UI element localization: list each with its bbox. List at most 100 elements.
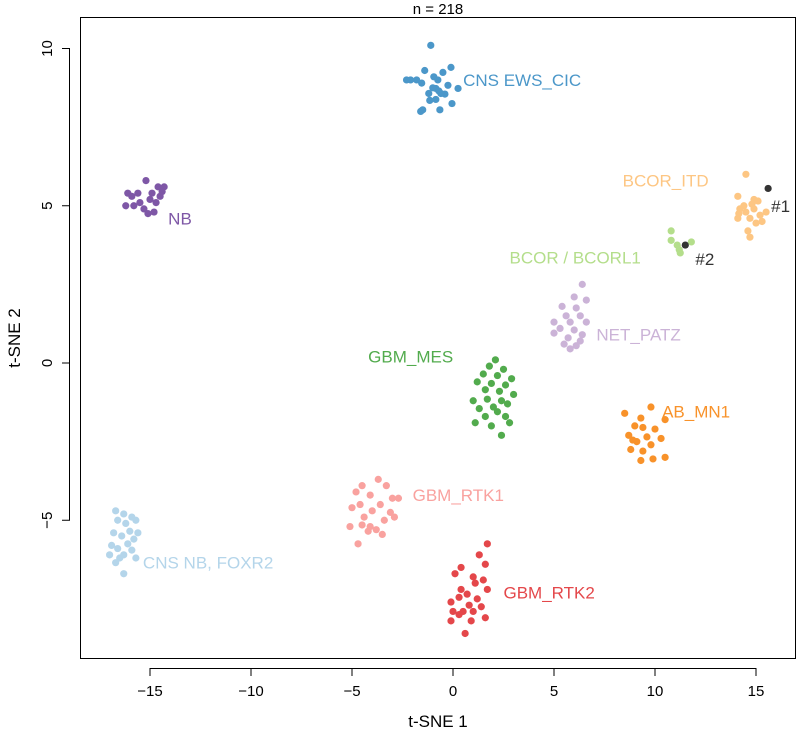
- x-tick-label: −10: [238, 683, 263, 700]
- data-point: [625, 431, 633, 439]
- data-point: [627, 445, 635, 454]
- data-point: [572, 342, 580, 350]
- data-point: [435, 87, 443, 95]
- data-point: [667, 227, 675, 235]
- data-point: [481, 560, 489, 568]
- data-point: [454, 84, 462, 93]
- data-point: [358, 521, 366, 529]
- data-point: [429, 84, 437, 92]
- data-point: [360, 513, 368, 521]
- data-point: [112, 559, 120, 567]
- data-point: [419, 106, 427, 114]
- data-point: [128, 546, 136, 554]
- data-point: [469, 573, 477, 581]
- data-point: [444, 81, 452, 89]
- data-point: [120, 510, 128, 518]
- cluster-label: AB_MN1: [662, 403, 730, 422]
- data-point: [116, 554, 124, 562]
- data-point: [134, 529, 142, 537]
- data-point: [507, 375, 516, 383]
- data-point: [386, 508, 394, 516]
- cluster-label: GBM_RTK1: [413, 486, 504, 505]
- data-point: [469, 397, 477, 405]
- data-point: [457, 585, 465, 594]
- data-point: [112, 507, 120, 515]
- data-point: [764, 184, 772, 193]
- data-point: [364, 527, 372, 535]
- cluster-bcor-itd: [734, 170, 770, 241]
- cluster-label: BCOR_ITD: [623, 172, 709, 191]
- data-point: [487, 379, 495, 388]
- y-axis-label: t-SNE 2: [5, 308, 24, 368]
- data-point: [463, 590, 471, 598]
- data-point: [449, 607, 457, 616]
- data-point: [566, 345, 574, 353]
- data-point: [372, 526, 380, 534]
- data-point: [130, 202, 138, 210]
- data-point: [366, 491, 374, 499]
- data-point: [346, 522, 354, 531]
- data-point: [637, 456, 645, 465]
- data-point: [475, 551, 483, 559]
- cluster-cns-nb-foxr2: [106, 507, 142, 578]
- data-point: [471, 419, 479, 427]
- data-point: [489, 403, 497, 411]
- data-point: [578, 280, 586, 288]
- data-point: [451, 570, 459, 578]
- data-point: [657, 434, 665, 443]
- data-point: [144, 210, 152, 218]
- data-point: [110, 529, 118, 537]
- data-point: [493, 371, 502, 380]
- data-point: [758, 217, 766, 226]
- data-point: [483, 395, 491, 403]
- data-point: [550, 318, 558, 326]
- data-point: [501, 412, 510, 421]
- data-point: [649, 455, 657, 463]
- data-point: [124, 540, 132, 548]
- data-point: [495, 387, 504, 395]
- data-point: [570, 326, 578, 334]
- data-point: [687, 238, 695, 246]
- data-point: [487, 422, 495, 430]
- chart-title: n = 218: [413, 1, 463, 18]
- data-point: [140, 205, 148, 213]
- data-point: [114, 516, 122, 524]
- data-point: [582, 296, 590, 304]
- data-point: [418, 79, 426, 87]
- data-point: [150, 208, 158, 216]
- data-point: [348, 504, 356, 512]
- data-point: [358, 482, 366, 490]
- data-point: [578, 331, 586, 339]
- cluster-label: NB: [168, 209, 192, 228]
- cluster-ab-mn1: [621, 403, 669, 465]
- data-point: [560, 340, 568, 348]
- data-point: [132, 516, 140, 524]
- data-point: [754, 197, 762, 205]
- data-point: [647, 441, 655, 449]
- cluster-label: NET_PATZ: [596, 326, 680, 345]
- cluster--1: [764, 184, 772, 193]
- cluster-label: #1: [771, 197, 790, 216]
- data-point: [582, 318, 590, 326]
- data-point: [128, 192, 136, 200]
- data-point: [621, 409, 629, 417]
- data-point: [158, 187, 166, 196]
- cluster-nb: [122, 176, 168, 218]
- data-point: [676, 249, 684, 257]
- data-point: [108, 541, 116, 550]
- cluster-bcor-bcorl1: [667, 227, 695, 257]
- data-point: [661, 416, 669, 424]
- data-point: [477, 603, 485, 611]
- data-point: [152, 199, 160, 207]
- data-point: [457, 563, 465, 572]
- data-point: [122, 202, 130, 210]
- data-point: [118, 532, 126, 540]
- y-tick-label: 0: [39, 359, 56, 367]
- data-point: [473, 595, 481, 603]
- data-point: [447, 598, 455, 606]
- data-point: [746, 233, 754, 241]
- data-point: [483, 585, 491, 594]
- data-point: [735, 210, 743, 218]
- data-point: [499, 365, 508, 373]
- data-point: [436, 106, 444, 114]
